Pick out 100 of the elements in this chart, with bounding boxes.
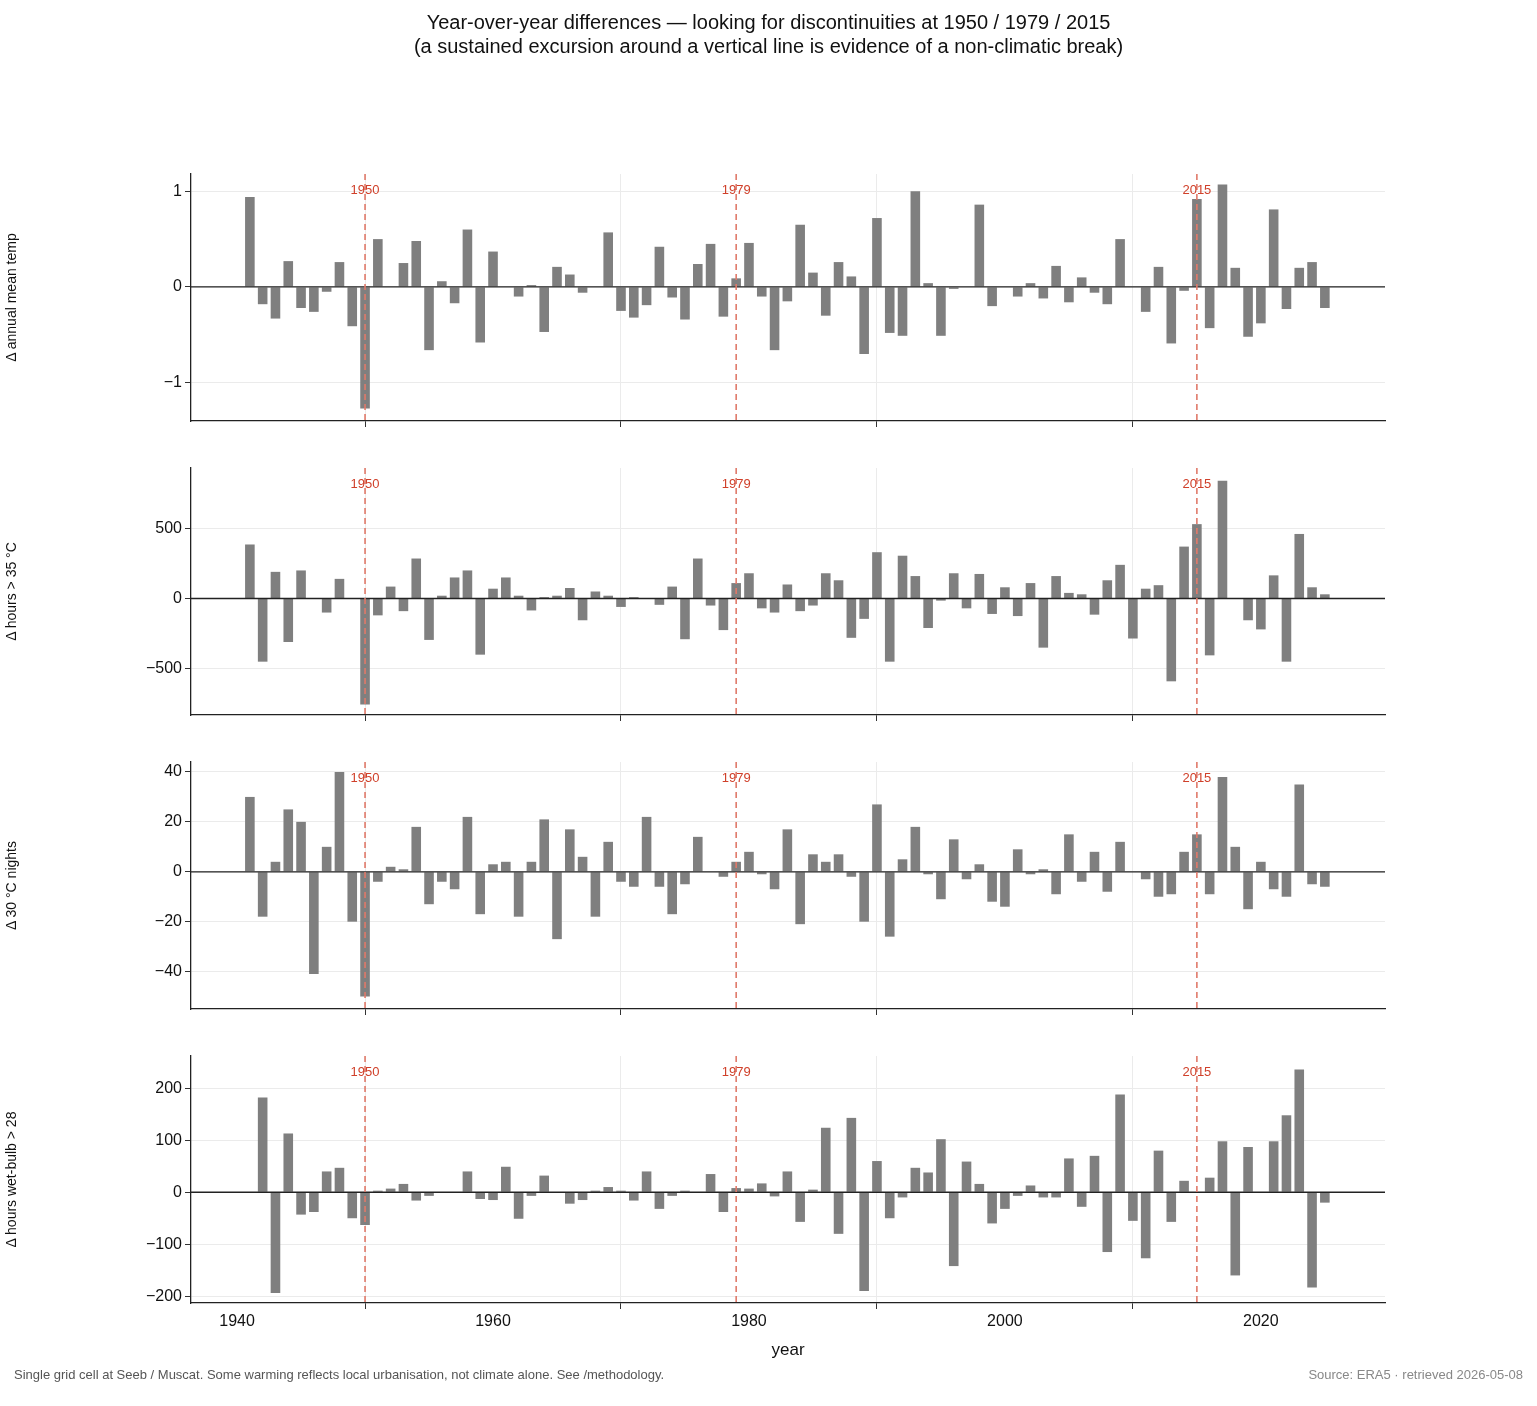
bar (1051, 576, 1061, 599)
ref-line-label: 1950 (350, 182, 380, 198)
bar (1256, 599, 1266, 630)
bar (347, 287, 358, 327)
y-tick-label: −1 (163, 373, 183, 391)
bar (1012, 849, 1023, 872)
bar (897, 287, 908, 336)
bar (501, 577, 511, 599)
bar (1012, 287, 1023, 297)
bar (1128, 1192, 1138, 1221)
bar (987, 287, 997, 307)
bar (680, 599, 690, 640)
bar (1076, 872, 1087, 882)
bar (488, 588, 498, 599)
y-tick-label: −20 (154, 912, 183, 930)
bar (1204, 1177, 1215, 1192)
bar (1000, 872, 1010, 907)
bar (462, 816, 473, 872)
ref-line-label: 1979 (721, 182, 751, 198)
bar (1102, 1192, 1113, 1253)
bar (1268, 209, 1279, 287)
bar (488, 251, 498, 287)
bar (974, 1183, 985, 1192)
bar (501, 1166, 511, 1192)
bar (475, 1192, 486, 1199)
bar (321, 1171, 332, 1192)
bar (616, 599, 626, 607)
bar (513, 1192, 524, 1219)
bar (1012, 599, 1023, 617)
ref-line-label: 1950 (350, 1064, 380, 1080)
bar (1307, 872, 1317, 885)
bar (1320, 594, 1330, 599)
bar (1281, 287, 1292, 309)
bar (641, 816, 652, 872)
bar (398, 869, 409, 872)
ref-line-label: 1950 (350, 770, 380, 786)
ref-line-label: 2015 (1182, 182, 1212, 198)
bar (680, 287, 690, 320)
x-tick-label: 1940 (219, 1312, 255, 1330)
bar (820, 1127, 831, 1192)
bar (565, 1192, 575, 1204)
bar (437, 872, 447, 882)
bar (334, 1167, 345, 1192)
bar (692, 263, 703, 287)
bar (692, 836, 703, 872)
ref-line-label: 1979 (721, 770, 751, 786)
bar (1179, 1180, 1189, 1192)
bar (373, 599, 383, 616)
bar (424, 599, 434, 640)
bar (334, 578, 345, 599)
bar (731, 583, 741, 599)
bar (398, 263, 409, 287)
bar (385, 586, 396, 599)
bar (1038, 869, 1049, 872)
ref-line-label: 1950 (350, 476, 380, 492)
bar (1064, 1158, 1074, 1192)
bar (1025, 1185, 1036, 1192)
bar (705, 243, 716, 287)
bar (1140, 872, 1151, 880)
bar (1307, 1192, 1317, 1288)
bar (1140, 588, 1151, 599)
bar (552, 266, 562, 287)
bar (283, 599, 294, 643)
bar (872, 552, 882, 599)
bar (628, 287, 639, 318)
bar (1102, 872, 1113, 892)
bar (296, 287, 306, 309)
bar (872, 1161, 882, 1192)
ref-line-label: 2015 (1182, 770, 1212, 786)
bar (1307, 262, 1317, 287)
y-axis-title: Δ hours wet-bulb > 28 (3, 1111, 20, 1248)
bar (654, 1192, 665, 1209)
bar (820, 287, 831, 316)
bar (309, 1192, 319, 1212)
bar (603, 595, 613, 599)
bar (667, 872, 677, 915)
bar (296, 821, 306, 872)
bar (961, 1161, 972, 1192)
bar (846, 872, 857, 877)
y-tick-label: 20 (164, 812, 183, 830)
bar (1294, 267, 1305, 287)
bar (628, 1192, 639, 1201)
ref-line-label: 1979 (721, 1064, 751, 1080)
bar (1294, 784, 1305, 872)
bar (1230, 846, 1241, 872)
bar (1243, 872, 1253, 910)
ref-line-label: 1979 (721, 476, 751, 492)
bar (1128, 599, 1138, 639)
bar (1217, 1141, 1228, 1192)
y-tick-label: 40 (164, 762, 183, 780)
bar (833, 854, 844, 872)
bar (756, 599, 767, 609)
bar (1076, 1192, 1087, 1207)
bar (373, 872, 383, 882)
bar (1243, 287, 1253, 337)
bar (603, 1187, 613, 1192)
bar (411, 826, 422, 872)
bar (833, 262, 844, 287)
bar (334, 262, 345, 287)
x-axis-title: year (771, 1340, 805, 1360)
